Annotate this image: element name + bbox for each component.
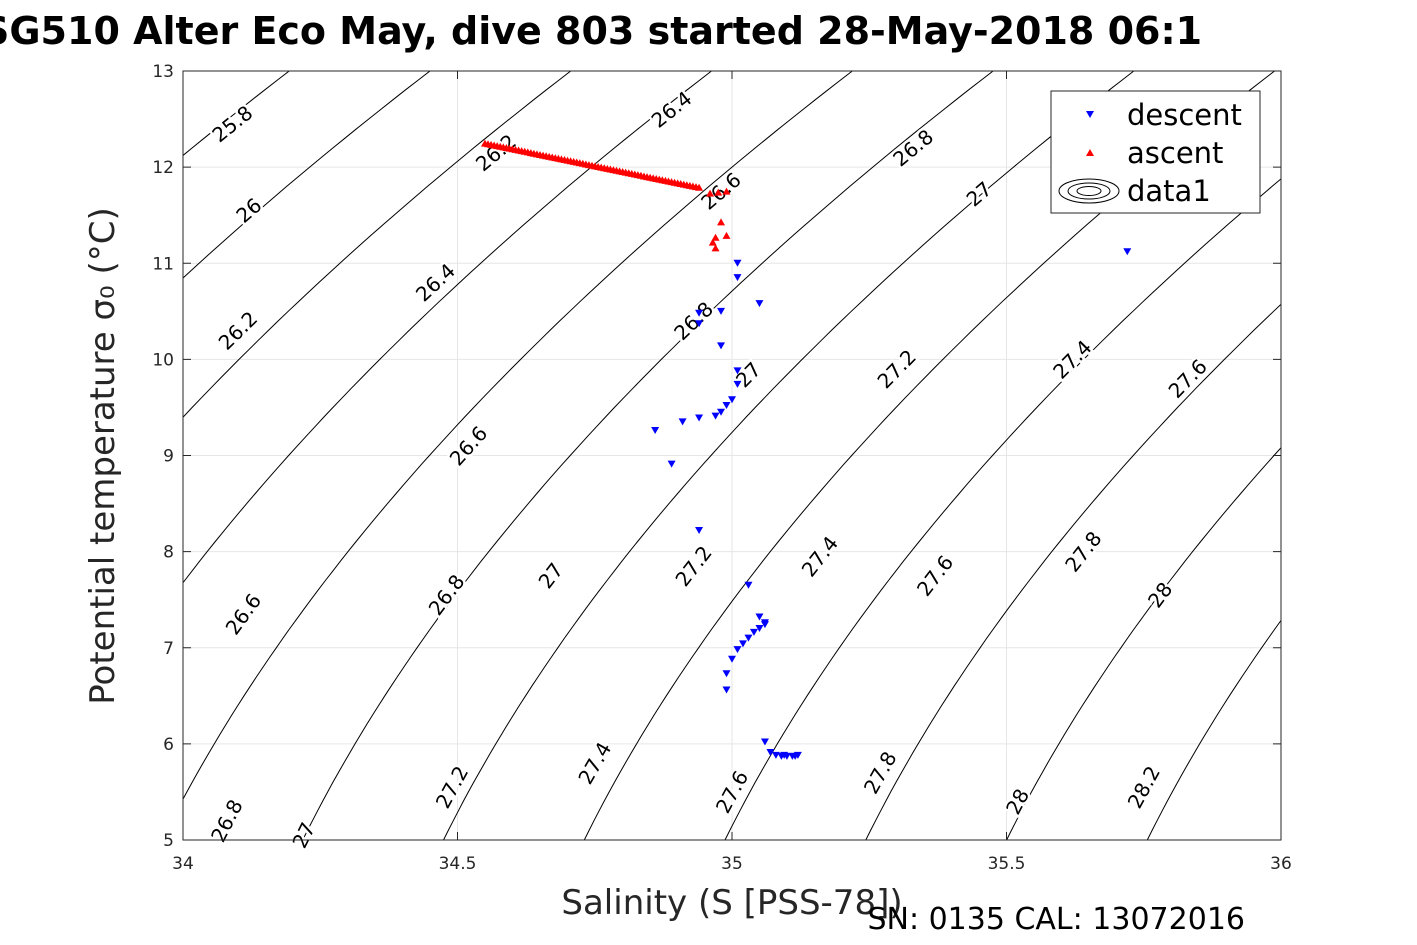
contour-line xyxy=(443,71,1135,840)
ascent-point xyxy=(722,231,731,239)
descent-point xyxy=(791,752,800,760)
descent-point xyxy=(744,634,753,642)
contour-line xyxy=(183,71,712,584)
descent-point xyxy=(749,628,758,636)
descent-point xyxy=(695,309,704,317)
contour-line xyxy=(1146,619,1281,840)
y-axis-label: Potential temperature σ₀ (°C) xyxy=(83,207,123,705)
descent-point xyxy=(760,621,769,629)
descent-point xyxy=(695,526,704,534)
descent-point xyxy=(1123,248,1132,256)
descent-point xyxy=(695,414,704,422)
descent-point xyxy=(651,427,660,435)
contour-line xyxy=(183,71,853,801)
y-tick-label: 13 xyxy=(152,62,174,82)
y-tick-label: 10 xyxy=(152,350,174,370)
y-tick-label: 12 xyxy=(152,158,174,178)
x-tick-label: 34.5 xyxy=(439,854,477,874)
x-tick-label: 35.5 xyxy=(988,854,1026,874)
legend-box xyxy=(1050,90,1261,214)
descent-point xyxy=(722,670,731,678)
ascent-point xyxy=(717,218,726,226)
descent-point xyxy=(733,380,742,388)
y-tick-label: 11 xyxy=(152,254,174,274)
descent-point xyxy=(667,460,676,468)
descent-point xyxy=(755,625,764,633)
legend-item-ascent: ascent xyxy=(1086,136,1223,170)
legend-item-descent: descent xyxy=(1086,98,1242,132)
contour-line xyxy=(302,71,994,840)
ascent-point xyxy=(706,189,715,197)
descent-point xyxy=(717,342,726,350)
descent-point xyxy=(733,274,742,282)
y-tick-label: 7 xyxy=(163,639,174,659)
descent-point xyxy=(733,259,742,267)
descent-point xyxy=(678,418,687,426)
descent-point xyxy=(722,402,731,410)
descent-point xyxy=(695,320,704,328)
descent-point xyxy=(744,581,753,589)
x-tick-label: 35 xyxy=(721,854,743,874)
legend-label-descent: descent xyxy=(1127,98,1242,132)
ascent-point xyxy=(695,183,704,191)
contour-line xyxy=(183,71,572,418)
y-axis-ticks: 5 6 7 8 9 10 11 12 13 xyxy=(152,62,1281,851)
y-tick-label: 8 xyxy=(163,543,174,563)
contour-line xyxy=(865,303,1281,840)
ascent-point xyxy=(708,238,717,246)
x-axis-ticks: 34 34.5 35 35.5 36 xyxy=(172,71,1292,874)
descent-point xyxy=(738,640,747,648)
descent-point xyxy=(733,367,742,375)
descent-point xyxy=(755,613,764,621)
legend-label-ascent: ascent xyxy=(1127,136,1223,170)
series-descent xyxy=(651,248,1132,760)
ascent-point xyxy=(714,188,723,196)
descent-point xyxy=(728,396,736,404)
legend-item-data1: data1 xyxy=(1058,174,1211,208)
x-tick-label: 34 xyxy=(172,854,194,874)
descent-point xyxy=(733,646,742,654)
legend: descent ascent data1 xyxy=(1050,90,1261,214)
contour-line xyxy=(1288,71,1417,840)
descent-point xyxy=(728,655,736,663)
series-ascent xyxy=(480,139,731,252)
descent-point xyxy=(711,412,720,420)
descent-point xyxy=(780,751,789,759)
footer-serial-cal: SN: 0135 CAL: 13072016 xyxy=(867,902,1245,937)
descent-point xyxy=(755,300,764,308)
y-tick-label: 9 xyxy=(163,447,174,467)
descent-point xyxy=(760,738,769,746)
descent-point xyxy=(717,307,726,315)
legend-marker-descent xyxy=(1086,111,1094,118)
x-axis-label: Salinity (S [PSS-78]) xyxy=(561,883,902,923)
chart-title: SG510 Alter Eco May, dive 803 started 28… xyxy=(0,9,1202,53)
ascent-point xyxy=(711,244,720,252)
descent-point xyxy=(722,686,731,694)
x-tick-label: 36 xyxy=(1270,854,1292,874)
y-tick-label: 6 xyxy=(163,735,174,755)
contour-line xyxy=(183,71,431,279)
descent-point xyxy=(717,408,726,416)
legend-marker-contour-icon xyxy=(1058,178,1120,204)
legend-marker-ascent xyxy=(1086,149,1094,156)
y-tick-label: 5 xyxy=(163,831,174,851)
ascent-point xyxy=(722,187,731,195)
ascent-point xyxy=(711,233,720,241)
descent-point xyxy=(766,749,775,757)
legend-label-data1: data1 xyxy=(1127,174,1211,208)
